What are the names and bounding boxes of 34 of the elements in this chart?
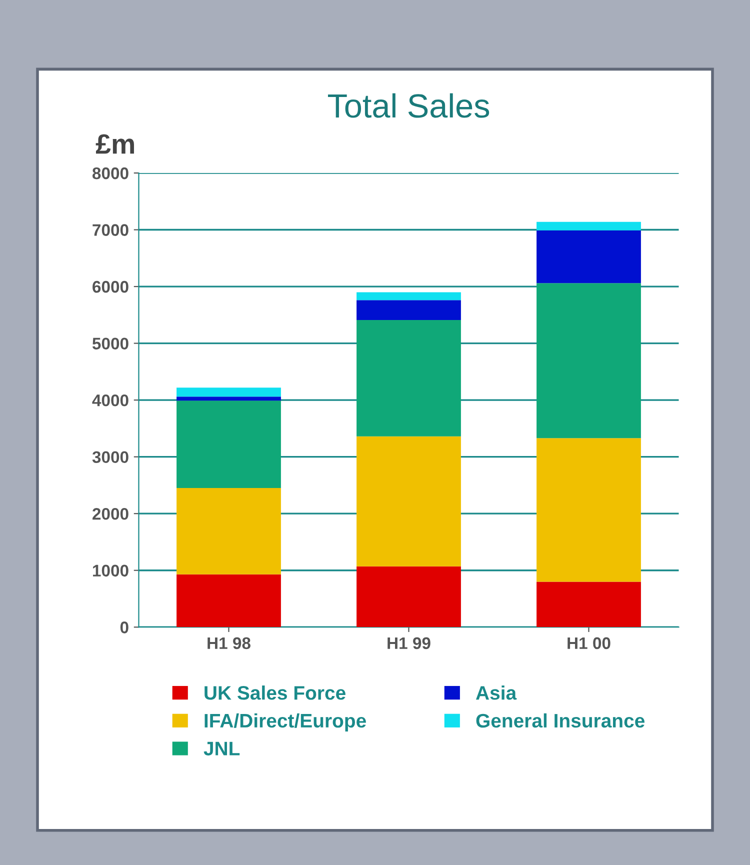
y-tick-label: 5000 — [92, 338, 128, 350]
bar — [176, 400, 281, 488]
bar — [176, 488, 281, 574]
y-tick-label: 8000 — [92, 167, 128, 180]
bar — [536, 222, 641, 230]
x-tick-label: H1 99 — [388, 637, 430, 650]
bar — [356, 566, 461, 628]
y-tick-label: 3000 — [92, 451, 128, 464]
bar — [356, 300, 461, 320]
y-tick-label: 7000 — [92, 224, 128, 236]
y-tick-label: 2000 — [92, 508, 128, 520]
legend-label: General Insurance — [476, 713, 645, 728]
y-tick-label: 6000 — [92, 280, 128, 293]
legend-label: UK Sales Force — [204, 685, 346, 700]
bar — [176, 388, 281, 397]
bar — [356, 436, 461, 566]
legend-label: IFA/Direct/Europe — [204, 713, 366, 732]
bar — [536, 230, 641, 284]
bar — [536, 283, 641, 438]
x-tick-label: H1 98 — [208, 637, 250, 650]
legend-label: Asia — [476, 685, 517, 700]
y-axis-title: £m — [96, 134, 134, 154]
x-tick-label: H1 00 — [568, 637, 610, 650]
bar — [536, 582, 641, 628]
bar — [536, 438, 641, 582]
y-tick-label: 0 — [120, 622, 128, 634]
bar — [176, 574, 281, 628]
chart-title: Total Sales — [328, 93, 490, 118]
legend-label: JNL — [204, 742, 240, 756]
bar — [356, 292, 461, 300]
bar — [356, 320, 461, 436]
bar — [176, 396, 281, 401]
y-tick-label: 1000 — [93, 564, 128, 577]
y-tick-label: 4000 — [92, 394, 128, 406]
